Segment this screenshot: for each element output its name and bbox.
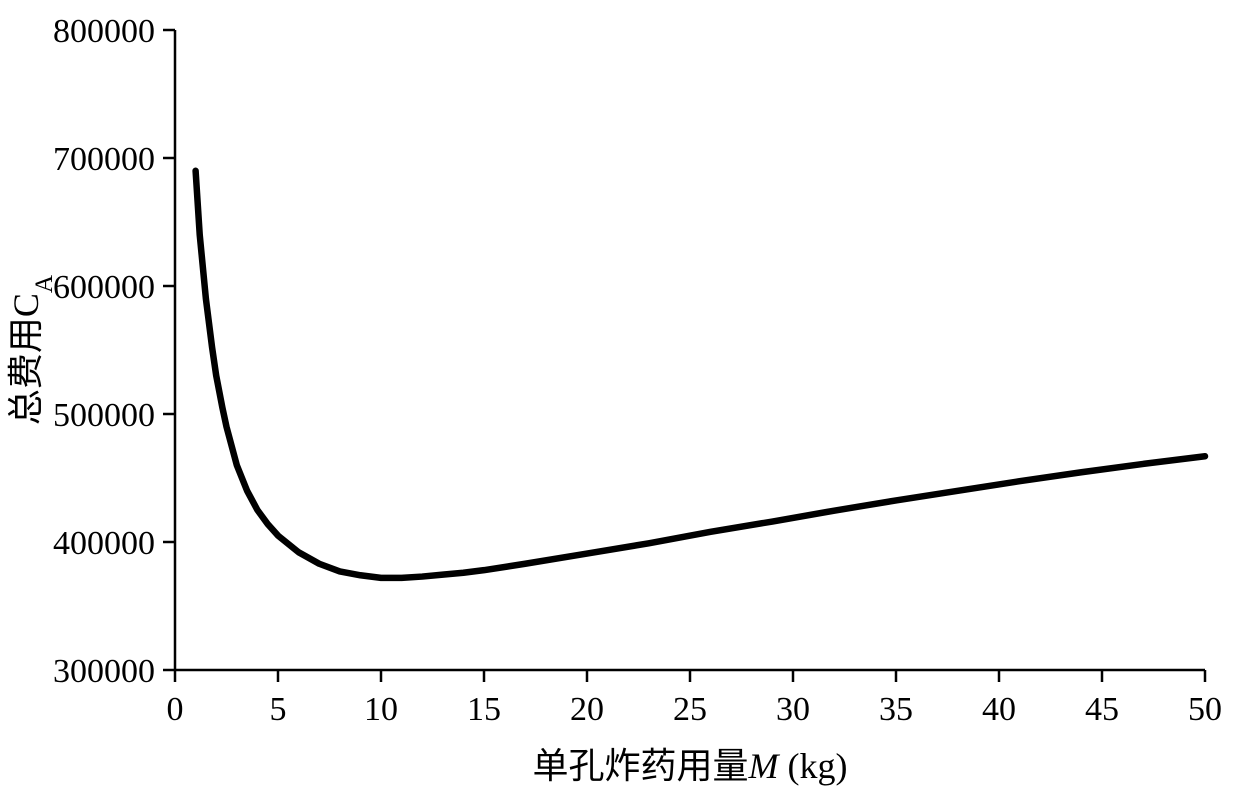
x-axis-title-part: (kg)	[779, 746, 848, 786]
x-tick-label: 0	[167, 691, 184, 728]
y-axis-title-main: C	[6, 293, 46, 317]
y-tick-label: 600000	[53, 269, 155, 306]
x-tick-label: 50	[1188, 691, 1222, 728]
x-tick-label: 40	[982, 691, 1016, 728]
x-tick-label: 30	[776, 691, 810, 728]
y-tick-label: 500000	[53, 397, 155, 434]
x-tick-label: 20	[570, 691, 604, 728]
x-tick-label: 25	[673, 691, 707, 728]
y-tick-label: 300000	[53, 653, 155, 690]
y-tick-label: 700000	[53, 141, 155, 178]
y-axis-title-prefix: 总费用	[6, 317, 46, 425]
x-tick-label: 35	[879, 691, 913, 728]
y-axis-title-sub: A	[31, 275, 58, 293]
x-tick-label: 15	[467, 691, 501, 728]
y-tick-label: 400000	[53, 525, 155, 562]
x-axis-title: 单孔炸药用量M (kg)	[533, 746, 848, 786]
x-axis-title-variable: M	[748, 746, 781, 786]
x-axis-title-part: 单孔炸药用量	[533, 746, 749, 786]
chart-container: 0 5 10 15 20 25 30 35 40 45 50 300000 400000 500000 60…	[0, 0, 1240, 804]
y-tick-label: 800000	[53, 13, 155, 50]
x-tick-label: 5	[270, 691, 287, 728]
cost-vs-charge-chart: 0 5 10 15 20 25 30 35 40 45 50 300000 400000 500000 60…	[0, 0, 1240, 804]
x-tick-label: 10	[364, 691, 398, 728]
x-tick-label: 45	[1085, 691, 1119, 728]
